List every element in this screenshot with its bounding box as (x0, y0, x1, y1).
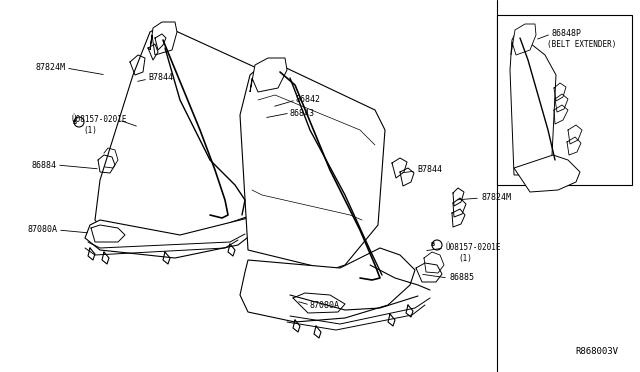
Polygon shape (240, 65, 385, 270)
Text: 86885: 86885 (449, 273, 474, 282)
Text: (BELT EXTENDER): (BELT EXTENDER) (547, 41, 616, 49)
Text: 87824M: 87824M (35, 64, 65, 73)
Text: Û08157-0201E: Û08157-0201E (446, 244, 502, 253)
Text: R868003V: R868003V (575, 347, 618, 356)
Polygon shape (150, 22, 177, 55)
Text: 87080A: 87080A (27, 225, 57, 234)
Text: 87080A: 87080A (310, 301, 340, 310)
Text: 86842: 86842 (296, 96, 321, 105)
Text: B: B (73, 119, 77, 125)
Text: Û08157-0201E: Û08157-0201E (72, 115, 127, 125)
Text: 86884: 86884 (31, 160, 56, 170)
Polygon shape (511, 24, 536, 55)
Polygon shape (240, 248, 415, 322)
Polygon shape (514, 155, 580, 192)
Text: B7844: B7844 (417, 166, 442, 174)
Text: (1): (1) (458, 254, 472, 263)
Text: 87824M: 87824M (481, 193, 511, 202)
Text: B: B (431, 243, 435, 247)
Polygon shape (250, 58, 287, 92)
Text: (1): (1) (83, 126, 97, 135)
Text: B7844: B7844 (148, 74, 173, 83)
Bar (497, 15, 632, 185)
Polygon shape (95, 27, 295, 240)
Polygon shape (85, 205, 275, 258)
Text: 86843: 86843 (290, 109, 315, 118)
Text: 86848P: 86848P (551, 29, 581, 38)
Polygon shape (510, 32, 556, 175)
